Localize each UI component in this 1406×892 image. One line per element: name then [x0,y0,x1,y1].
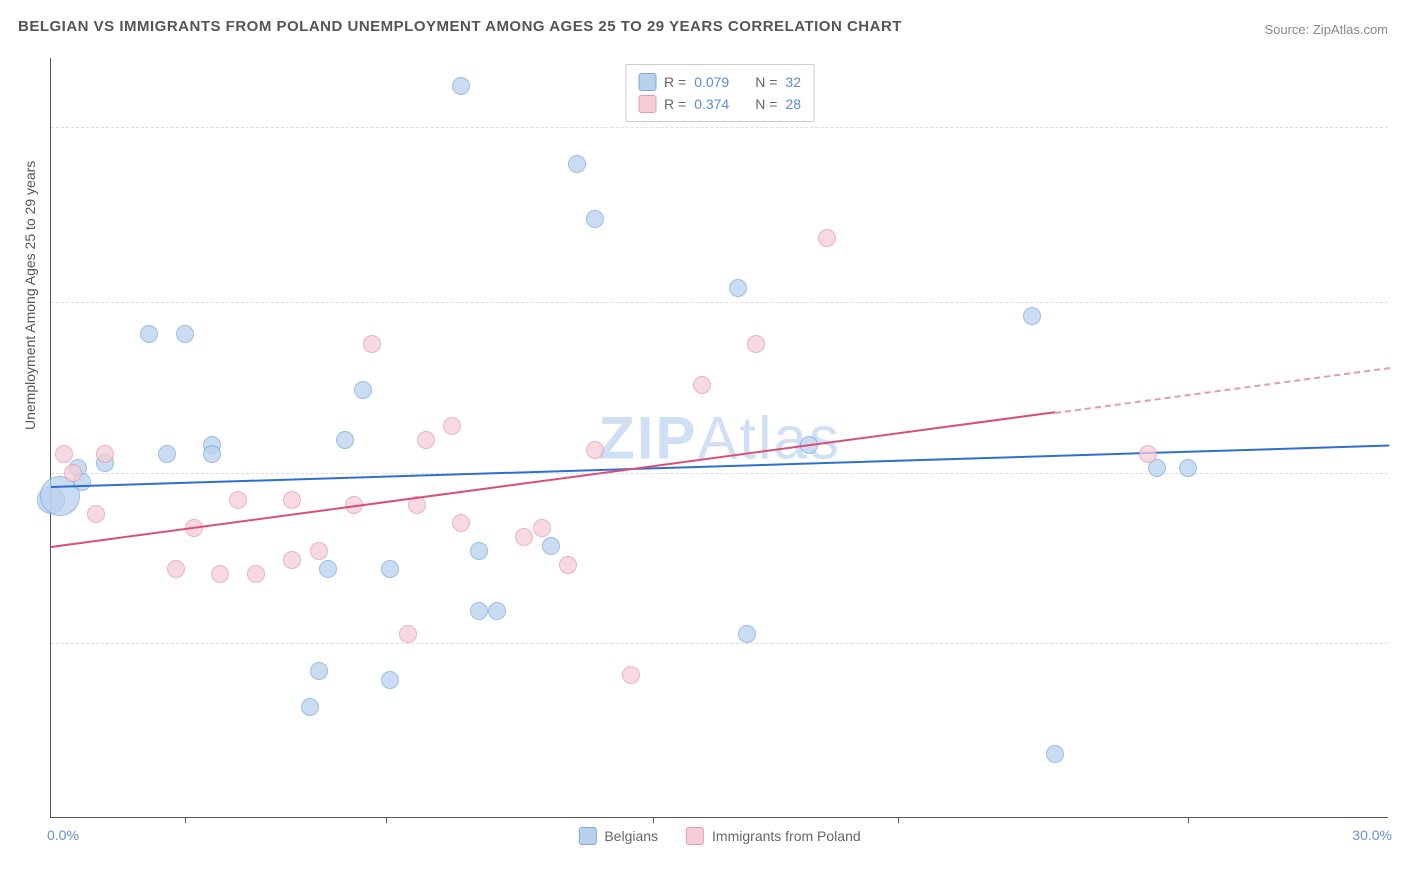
data-point [354,381,372,399]
stats-row: R = 0.374 N = 28 [638,93,801,115]
stats-row: R = 0.079 N = 32 [638,71,801,93]
data-point [176,325,194,343]
data-point [203,445,221,463]
data-point [470,542,488,560]
stats-n-label: N = [755,74,777,90]
stats-marker [638,95,656,113]
stats-n-label: N = [755,96,777,112]
data-point [622,666,640,684]
data-point [515,528,533,546]
data-point [158,445,176,463]
data-point [470,602,488,620]
data-point [1139,445,1157,463]
data-point [1179,459,1197,477]
x-tick [1188,817,1189,823]
data-point [247,565,265,583]
legend: Belgians Immigrants from Poland [578,827,860,845]
data-point [55,445,73,463]
data-point [319,560,337,578]
data-point [283,491,301,509]
data-point [586,441,604,459]
data-point [167,560,185,578]
gridline-h [51,643,1388,644]
data-point [64,464,82,482]
data-point [140,325,158,343]
source-label: Source: ZipAtlas.com [1264,22,1388,37]
data-point [542,537,560,555]
data-point [747,335,765,353]
data-point [729,279,747,297]
legend-marker [578,827,596,845]
stats-r-value: 0.374 [694,96,729,112]
data-point [363,335,381,353]
data-point [1023,307,1041,325]
data-point [693,376,711,394]
data-point [452,77,470,95]
x-axis-max-label: 30.0% [1352,827,1392,843]
trend-line [51,412,1055,549]
data-point [1046,745,1064,763]
data-point [301,698,319,716]
data-point [87,505,105,523]
data-point [381,671,399,689]
data-point [283,551,301,569]
legend-label: Belgians [604,828,658,844]
x-tick [898,817,899,823]
x-tick [386,817,387,823]
data-point [443,417,461,435]
legend-item: Belgians [578,827,658,845]
data-point [399,625,417,643]
stats-box: R = 0.079 N = 32 R = 0.374 N = 28 [625,64,814,122]
data-point [568,155,586,173]
plot-area: ZIPAtlas 0.0% 30.0% R =0.079N =32R =0.37… [50,58,1388,818]
data-point [229,491,247,509]
legend-marker [686,827,704,845]
legend-item: Immigrants from Poland [686,827,861,845]
legend-label: Immigrants from Poland [712,828,861,844]
x-tick [653,817,654,823]
data-point [211,565,229,583]
data-point [586,210,604,228]
stats-r-value: 0.079 [694,74,729,90]
data-point [310,542,328,560]
stats-r-label: R = [664,74,686,90]
stats-marker [638,73,656,91]
stats-r-label: R = [664,96,686,112]
trend-line [1054,367,1389,414]
data-point [452,514,470,532]
gridline-h [51,127,1388,128]
x-axis-min-label: 0.0% [47,827,79,843]
data-point [818,229,836,247]
data-point [96,445,114,463]
data-point [488,602,506,620]
data-point [533,519,551,537]
y-axis-title: Unemployment Among Ages 25 to 29 years [22,161,38,430]
data-point [310,662,328,680]
x-tick [185,817,186,823]
data-point [738,625,756,643]
data-point [381,560,399,578]
data-point [417,431,435,449]
stats-n-value: 28 [785,96,801,112]
stats-n-value: 32 [785,74,801,90]
gridline-h [51,302,1388,303]
data-point [336,431,354,449]
chart-container: BELGIAN VS IMMIGRANTS FROM POLAND UNEMPL… [0,0,1406,892]
data-point [559,556,577,574]
watermark-light: Atlas [697,404,840,471]
chart-title: BELGIAN VS IMMIGRANTS FROM POLAND UNEMPL… [18,18,902,35]
